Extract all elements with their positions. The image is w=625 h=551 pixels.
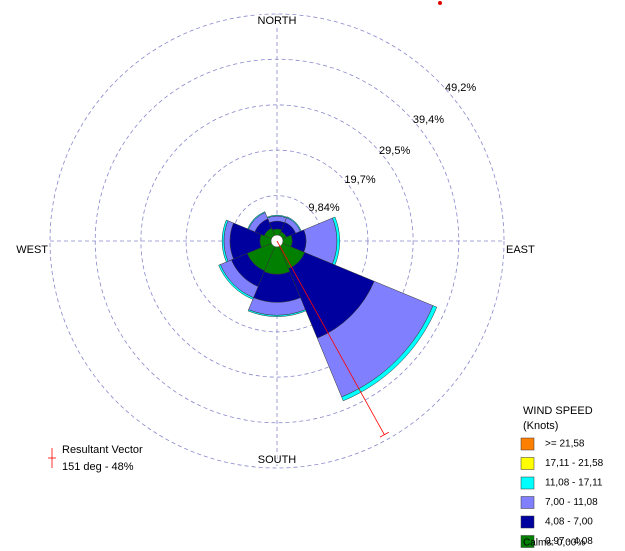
resultant-title: Resultant Vector xyxy=(62,444,143,456)
legend-label: 4,08 - 7,00 xyxy=(545,517,593,528)
legend-subtitle: (Knots) xyxy=(523,420,558,432)
legend-swatch xyxy=(520,437,535,451)
direction-label: NORTH xyxy=(258,15,297,27)
grid-ring xyxy=(49,13,505,469)
legend-label: 0,97 - 4,08 xyxy=(545,536,593,547)
ring-label: 9,84% xyxy=(308,202,339,214)
resultant-cap xyxy=(379,431,389,438)
wind-sector xyxy=(247,211,266,230)
legend-swatch xyxy=(520,496,535,509)
legend-swatch xyxy=(520,515,535,529)
ring-label: 39,4% xyxy=(413,114,444,126)
legend-label: 11,08 - 17,11 xyxy=(545,478,603,489)
legend-label: >= 21,58 xyxy=(545,439,585,450)
ring-label: 19,7% xyxy=(344,174,375,186)
legend-label: 7,00 - 11,08 xyxy=(545,497,598,508)
legend-swatch xyxy=(520,476,535,490)
direction-label: WEST xyxy=(16,244,48,256)
resultant-label: 151 deg - 48% xyxy=(62,461,134,473)
grid-ring xyxy=(140,104,414,378)
wind-sector xyxy=(247,309,307,317)
direction-label: SOUTH xyxy=(258,454,297,466)
ring-label: 49,2% xyxy=(445,82,476,94)
calms-label: Calms: 0,00% xyxy=(523,538,585,549)
resultant-vector xyxy=(276,240,385,435)
wind-sector xyxy=(341,305,438,402)
legend-swatch xyxy=(520,457,535,470)
direction-label: EAST xyxy=(506,244,535,256)
wind-sector xyxy=(218,264,254,300)
marker-dot xyxy=(438,1,442,5)
ring-label: 29,5% xyxy=(379,145,410,157)
wind-sector xyxy=(221,219,229,263)
legend-swatch xyxy=(520,535,535,548)
legend-title: WIND SPEED xyxy=(523,405,593,417)
legend-label: 17,11 - 21,58 xyxy=(545,458,604,469)
